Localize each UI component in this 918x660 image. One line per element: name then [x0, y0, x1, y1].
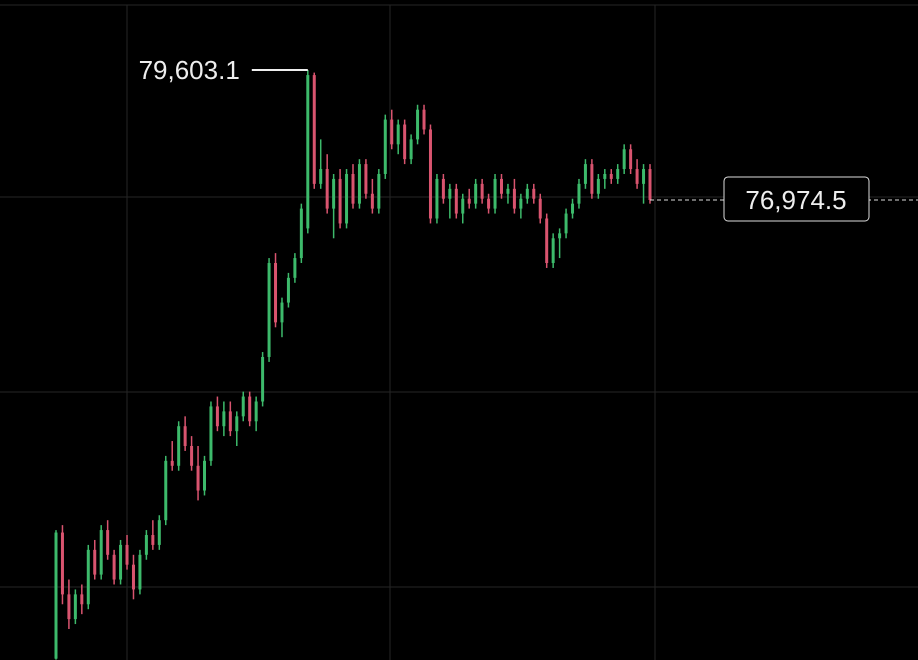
candle-body: [86, 549, 90, 605]
candle-body: [642, 169, 646, 184]
candle-body: [138, 554, 142, 590]
candle-body: [332, 178, 336, 209]
candle-body: [80, 594, 84, 605]
candle-body: [131, 564, 135, 590]
candle-body: [183, 426, 187, 447]
candle-body: [267, 263, 271, 357]
candle-body: [209, 406, 213, 461]
candle-body: [500, 178, 503, 194]
candle-body: [506, 188, 510, 194]
candle-body: [538, 198, 542, 219]
candle-body: [409, 139, 413, 160]
candle-body: [635, 169, 639, 184]
candle-body: [377, 173, 381, 209]
candle-body: [99, 530, 103, 575]
candle-body: [280, 302, 284, 323]
candle-body: [248, 396, 252, 422]
candle-body: [73, 594, 77, 620]
candle-body: [422, 109, 426, 130]
candle-body: [564, 213, 568, 234]
candle-body: [480, 183, 484, 199]
candle-body: [164, 460, 168, 521]
last-price-label: 76,974.5: [745, 185, 846, 215]
candle-body: [551, 238, 555, 264]
candle-body: [351, 173, 355, 204]
candle-body: [441, 178, 445, 199]
candle-body: [474, 183, 478, 204]
candle-body: [151, 535, 155, 545]
candle-body: [519, 198, 523, 209]
candle-body: [370, 193, 374, 209]
candle-body: [525, 188, 529, 199]
candle-body: [286, 277, 290, 303]
candle-body: [293, 258, 297, 278]
candle-body: [487, 198, 491, 209]
last-price-box: [723, 176, 870, 222]
candle-body: [428, 129, 432, 219]
candle-body: [190, 446, 194, 466]
candle-body: [299, 208, 303, 259]
candle-body: [157, 520, 161, 545]
candle-body: [325, 169, 329, 209]
candle-body: [261, 356, 265, 402]
high-label: 79,603.1: [139, 55, 240, 85]
candle-body: [364, 164, 368, 194]
candle-body: [461, 198, 465, 214]
candle-body: [338, 178, 342, 224]
candle-body: [383, 119, 387, 174]
candle-body: [60, 532, 64, 595]
candle-body: [222, 411, 226, 427]
candle-body: [629, 149, 633, 170]
candle-body: [241, 396, 245, 417]
candle-body: [396, 124, 400, 145]
candle-body: [603, 173, 607, 179]
candle-body: [416, 109, 420, 140]
candle-body: [319, 169, 323, 184]
candle-body: [590, 164, 594, 194]
candle-body: [390, 119, 394, 145]
candle-body: [228, 411, 232, 432]
candle-body: [648, 169, 652, 200]
candle-body: [235, 416, 239, 432]
candle-body: [306, 75, 310, 229]
candle-body: [622, 149, 626, 170]
candle-body: [467, 198, 471, 204]
candle-body: [448, 188, 452, 199]
grid: [0, 4, 918, 660]
candle-body: [170, 460, 174, 466]
candle-body: [144, 535, 148, 555]
candle-body: [274, 263, 278, 323]
candle-body: [609, 173, 613, 179]
candle-body: [403, 124, 407, 160]
candle-body: [577, 183, 581, 204]
candle-body: [203, 460, 206, 491]
candle-body: [571, 203, 575, 214]
candle-body: [112, 554, 116, 580]
candle-body: [357, 164, 361, 204]
candle-body: [312, 75, 316, 184]
candle-body: [119, 544, 123, 580]
candle-body: [67, 594, 71, 620]
candle-body: [54, 532, 58, 659]
candle-body: [177, 426, 181, 466]
candle-body: [583, 164, 587, 184]
candle-body: [454, 188, 458, 214]
candle-body: [493, 178, 497, 209]
candle-body: [106, 530, 110, 555]
candle-body: [196, 465, 200, 491]
candle-body: [93, 549, 97, 575]
candle-body: [545, 218, 549, 264]
candle-body: [125, 544, 129, 565]
candle-body: [215, 406, 219, 427]
candle-body: [596, 178, 600, 194]
candle-body: [254, 401, 258, 422]
candle-body: [532, 188, 536, 199]
candle-body: [512, 188, 516, 209]
candle-body: [558, 233, 562, 239]
candle-body: [435, 178, 439, 219]
candle-body: [345, 173, 349, 224]
candle-body: [616, 169, 620, 179]
